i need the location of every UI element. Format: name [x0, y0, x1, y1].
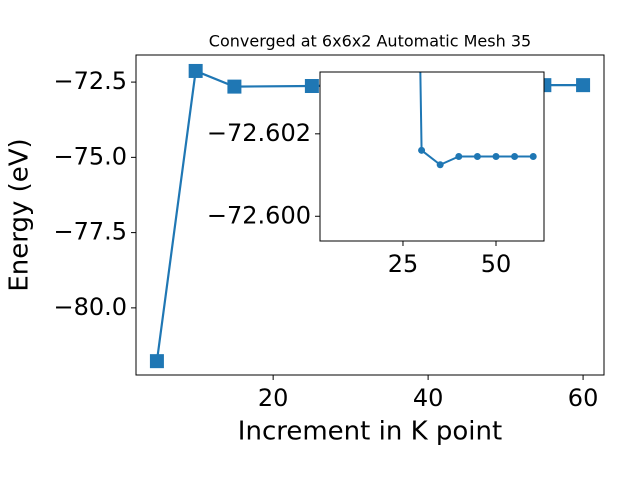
- marker: [492, 153, 500, 160]
- x-tick-label: 50: [481, 250, 512, 278]
- y-tick-label: −72.600: [207, 201, 311, 229]
- y-tick-label: −80.0: [53, 293, 127, 321]
- y-tick-label: −72.5: [53, 67, 127, 95]
- marker: [149, 354, 164, 369]
- x-tick-label: 25: [388, 250, 419, 278]
- y-axis-label: Energy (eV): [5, 138, 35, 291]
- marker: [436, 161, 444, 169]
- y-tick-label: −72.602: [207, 119, 311, 147]
- x-tick-label: 40: [413, 384, 444, 412]
- axes-frame: [135, 54, 605, 376]
- marker: [473, 153, 481, 160]
- marker: [304, 79, 319, 94]
- y-tick-label: −77.5: [53, 218, 127, 246]
- x-tick-label: 20: [258, 384, 289, 412]
- marker: [418, 146, 426, 154]
- axes-frame: [319, 71, 545, 242]
- marker: [227, 79, 242, 94]
- marker: [455, 153, 463, 160]
- marker: [511, 153, 519, 160]
- marker: [188, 63, 203, 78]
- series: [418, 72, 537, 169]
- marker: [529, 153, 537, 160]
- marker: [576, 78, 591, 93]
- chart-title: Converged at 6x6x2 Automatic Mesh 35: [209, 32, 531, 51]
- x-tick-label: 60: [568, 384, 599, 412]
- x-axis-label: Increment in K point: [238, 417, 502, 447]
- y-tick-label: −75.0: [53, 142, 127, 170]
